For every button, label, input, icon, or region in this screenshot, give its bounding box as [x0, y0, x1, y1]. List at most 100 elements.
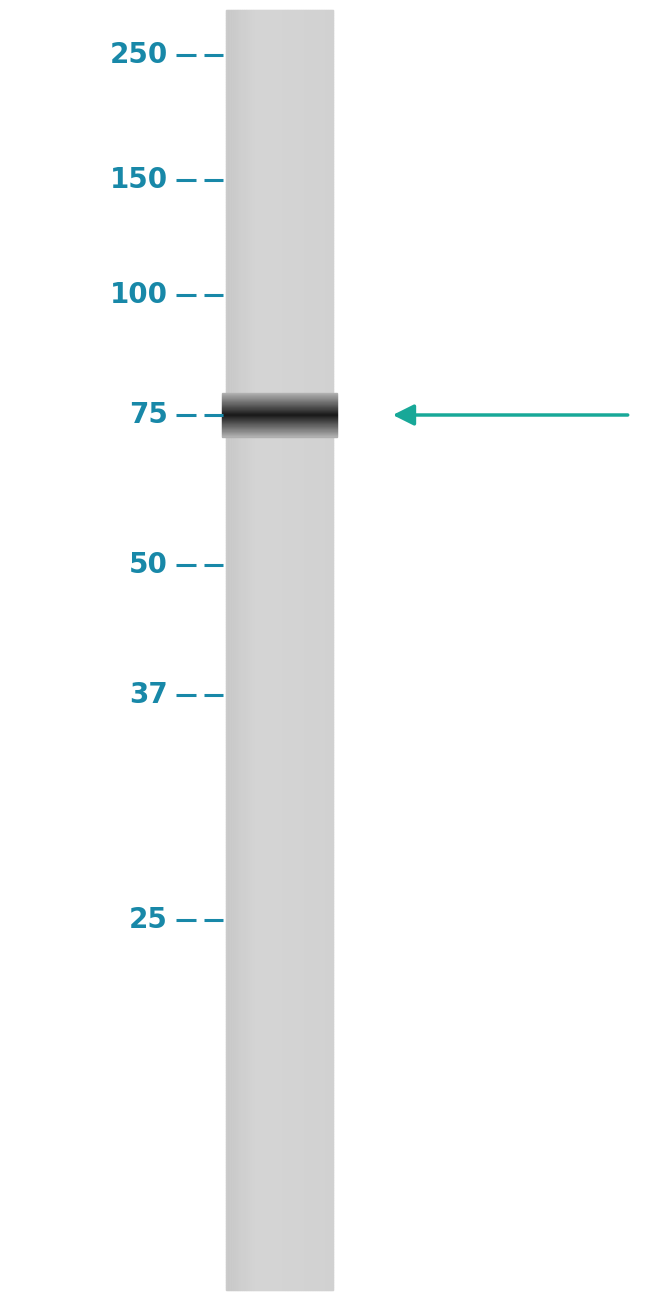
Bar: [226, 550, 333, 552]
Bar: [226, 156, 333, 159]
Bar: [260, 10, 261, 1290]
Bar: [226, 763, 333, 766]
Text: 150: 150: [110, 166, 168, 194]
Bar: [226, 1249, 333, 1252]
Bar: [226, 497, 333, 499]
Bar: [265, 10, 267, 1290]
Bar: [226, 346, 333, 348]
Bar: [226, 117, 333, 120]
Bar: [226, 614, 333, 616]
Bar: [226, 404, 333, 407]
Bar: [226, 430, 333, 433]
Bar: [226, 481, 333, 484]
Bar: [226, 455, 333, 458]
Bar: [226, 532, 333, 534]
Bar: [226, 90, 333, 92]
Bar: [226, 954, 333, 957]
Bar: [226, 325, 333, 328]
Bar: [226, 837, 333, 840]
Bar: [226, 602, 333, 604]
Bar: [226, 1149, 333, 1152]
Bar: [226, 755, 333, 758]
Bar: [226, 724, 333, 727]
Bar: [226, 978, 333, 980]
Bar: [226, 196, 333, 199]
Bar: [226, 822, 333, 824]
Bar: [226, 1188, 333, 1191]
Bar: [255, 10, 256, 1290]
Bar: [226, 1287, 333, 1290]
Bar: [226, 23, 333, 26]
Bar: [226, 681, 333, 684]
Bar: [310, 10, 312, 1290]
Bar: [226, 328, 333, 330]
Bar: [267, 10, 269, 1290]
Bar: [226, 220, 333, 222]
Bar: [226, 1170, 333, 1173]
Bar: [226, 48, 333, 51]
Bar: [226, 607, 333, 608]
Bar: [226, 811, 333, 814]
Bar: [226, 898, 333, 901]
Bar: [226, 906, 333, 909]
Bar: [226, 348, 333, 351]
Bar: [226, 105, 333, 108]
Bar: [315, 10, 317, 1290]
Bar: [226, 368, 333, 370]
Bar: [226, 972, 333, 975]
Bar: [226, 663, 333, 666]
Bar: [226, 1147, 333, 1149]
Bar: [226, 266, 333, 269]
Bar: [226, 354, 333, 356]
Bar: [226, 640, 333, 642]
Bar: [281, 10, 283, 1290]
Bar: [226, 1080, 333, 1083]
Bar: [226, 56, 333, 58]
Bar: [226, 932, 333, 935]
Bar: [226, 256, 333, 259]
Bar: [226, 1210, 333, 1213]
Bar: [226, 584, 333, 586]
Bar: [226, 1205, 333, 1208]
Bar: [226, 100, 333, 103]
Bar: [226, 1024, 333, 1026]
Bar: [226, 356, 333, 359]
Bar: [226, 768, 333, 771]
Bar: [226, 515, 333, 517]
Bar: [226, 803, 333, 806]
Bar: [226, 608, 333, 611]
Bar: [226, 520, 333, 523]
Bar: [326, 10, 328, 1290]
Bar: [226, 576, 333, 578]
Bar: [226, 1178, 333, 1180]
Bar: [226, 322, 333, 325]
Bar: [226, 391, 333, 394]
Bar: [226, 689, 333, 692]
Bar: [226, 402, 333, 404]
Bar: [226, 552, 333, 555]
Bar: [226, 870, 333, 872]
Bar: [226, 1192, 333, 1195]
Bar: [226, 616, 333, 619]
Bar: [226, 962, 333, 965]
Bar: [226, 525, 333, 526]
Bar: [226, 489, 333, 491]
Bar: [226, 729, 333, 732]
Bar: [226, 450, 333, 452]
Bar: [261, 10, 263, 1290]
Bar: [226, 835, 333, 837]
Bar: [226, 703, 333, 706]
Bar: [226, 441, 333, 442]
Bar: [226, 592, 333, 594]
Bar: [226, 264, 333, 266]
Bar: [226, 299, 333, 302]
Bar: [290, 10, 292, 1290]
Bar: [226, 1226, 333, 1228]
Bar: [226, 1160, 333, 1162]
Bar: [226, 51, 333, 53]
Bar: [226, 1106, 333, 1108]
Bar: [226, 985, 333, 988]
Bar: [226, 829, 333, 832]
Bar: [226, 458, 333, 460]
Bar: [226, 937, 333, 940]
